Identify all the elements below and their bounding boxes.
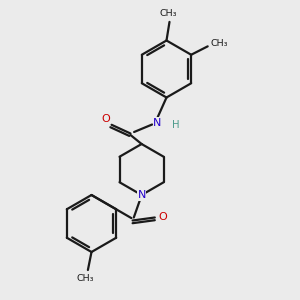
Text: CH₃: CH₃	[210, 39, 228, 48]
Text: N: N	[137, 190, 146, 200]
Text: H: H	[172, 120, 180, 130]
Text: CH₃: CH₃	[159, 9, 177, 18]
Text: O: O	[101, 114, 110, 124]
Text: O: O	[158, 212, 167, 223]
Text: N: N	[153, 118, 162, 128]
Text: CH₃: CH₃	[77, 274, 94, 283]
